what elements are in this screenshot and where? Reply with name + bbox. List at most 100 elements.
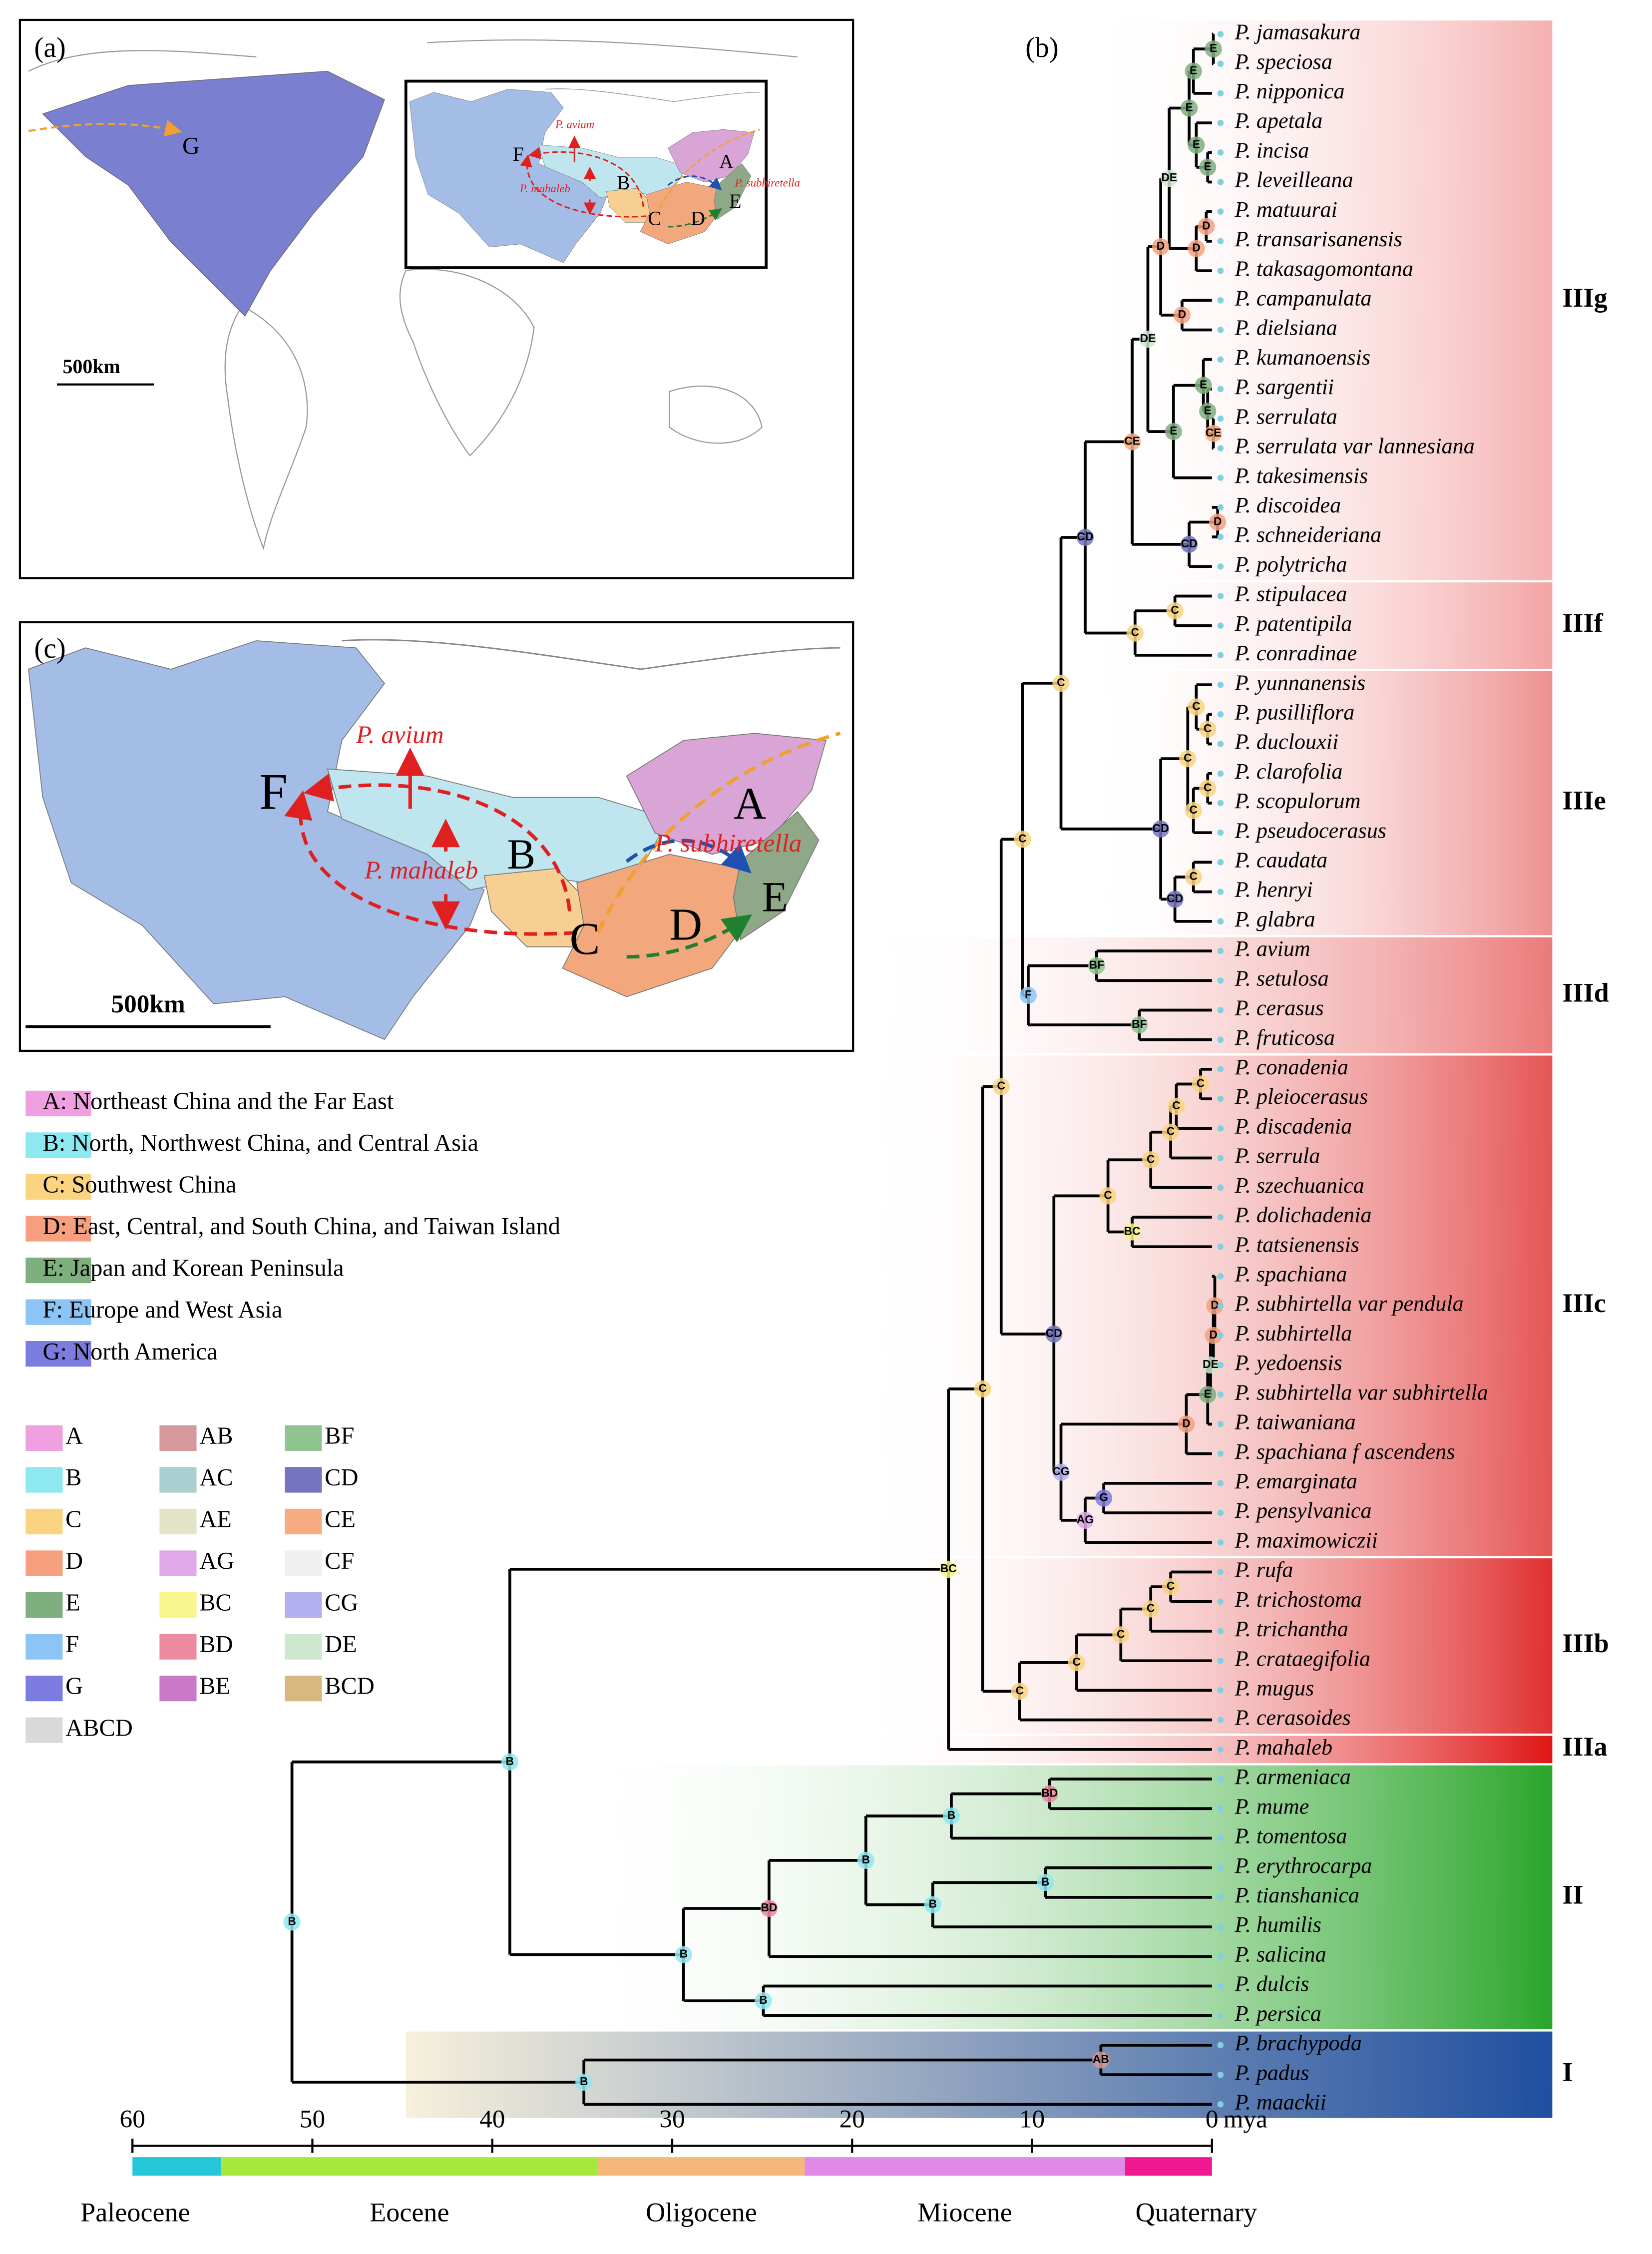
tick-label: 0 xyxy=(1206,2105,1219,2133)
tip-label: P. caudata xyxy=(1234,848,1327,873)
node-label: DE xyxy=(1203,1357,1219,1370)
legend-swatch xyxy=(25,1717,63,1743)
tip-label: P. dielsiana xyxy=(1234,316,1337,340)
node-marker xyxy=(1099,1187,1117,1205)
node-label: BD xyxy=(1041,1787,1058,1800)
area-label: E xyxy=(762,874,788,921)
node-label: B xyxy=(862,1853,870,1866)
tip-label: P. fruticosa xyxy=(1234,1025,1335,1050)
tip-label: P. maximowiczii xyxy=(1234,1528,1377,1552)
tip-dot xyxy=(1217,415,1224,422)
node-marker xyxy=(1014,831,1031,848)
legend-label: D xyxy=(65,1548,83,1574)
node-marker xyxy=(1178,1415,1195,1433)
tip-dot xyxy=(1217,829,1224,836)
legend-swatch xyxy=(25,1132,91,1158)
node-marker xyxy=(1126,624,1144,642)
tip-label: P. trichantha xyxy=(1234,1617,1348,1641)
area-label: F xyxy=(513,143,524,165)
legend-label: AB xyxy=(199,1423,233,1449)
node-label: E xyxy=(1204,404,1212,417)
node-label: C xyxy=(1184,751,1192,764)
tip-dot xyxy=(1217,2071,1224,2078)
legend-swatch xyxy=(25,1425,63,1451)
tip-label: P. tomentosa xyxy=(1234,1824,1347,1848)
area-label: A xyxy=(734,778,767,829)
tip-dot xyxy=(1217,1480,1224,1487)
tip-label: P. kumanoensis xyxy=(1234,345,1370,370)
panel-label: (b) xyxy=(1025,32,1058,63)
node-label: D xyxy=(1157,239,1165,252)
tip-label: P. spachiana xyxy=(1234,1262,1347,1287)
node-marker xyxy=(1152,820,1170,838)
tip-dot xyxy=(1217,711,1224,718)
clade-label: IIId xyxy=(1562,977,1609,1007)
node-label: E xyxy=(1200,378,1207,391)
epoch-bar xyxy=(598,2157,805,2176)
tip-label: P. incisa xyxy=(1234,138,1309,162)
legend-swatch xyxy=(159,1675,197,1702)
tip-label: P. conradinae xyxy=(1234,641,1357,665)
node-label: C xyxy=(1204,781,1212,794)
tip-dot xyxy=(1217,1894,1224,1901)
tick-label: 40 xyxy=(479,2105,505,2133)
node-marker xyxy=(1195,377,1212,394)
node-marker xyxy=(1199,158,1217,176)
tip-dot xyxy=(1217,1953,1224,1960)
time-axis: 60 50 40 30 20 10 0 mya Paleocene Eocene Oligocene… xyxy=(80,2105,1267,2227)
node-label: C xyxy=(1117,1627,1125,1640)
clade-label: IIIf xyxy=(1562,608,1603,638)
legend-swatch xyxy=(25,1257,91,1284)
legend-label: BCD xyxy=(325,1673,375,1700)
epoch-label: Oligocene xyxy=(646,2197,757,2227)
clade-band xyxy=(854,937,1553,1054)
node-label: B xyxy=(947,1808,955,1821)
legend-swatch xyxy=(25,1508,63,1535)
node-label: D xyxy=(1214,514,1222,527)
tip-label: P. cerasoides xyxy=(1234,1706,1350,1730)
north-america-region xyxy=(42,70,385,317)
node-label: D xyxy=(1202,219,1210,232)
tip-label: P. pleiocerasus xyxy=(1234,1084,1368,1109)
legend-label: CF xyxy=(325,1548,354,1574)
axis-unit: mya xyxy=(1224,2105,1268,2133)
tip-label: P. takesimensis xyxy=(1234,463,1368,488)
tip-dot xyxy=(1217,1539,1224,1546)
tip-dot xyxy=(1217,1391,1224,1398)
tip-dot xyxy=(1217,533,1224,540)
legend-label: CE xyxy=(325,1506,356,1533)
clade-label: IIIe xyxy=(1562,785,1606,815)
node-marker xyxy=(1052,674,1070,692)
node-label: C xyxy=(978,1381,986,1394)
node-label: E xyxy=(1190,63,1197,76)
tip-dot xyxy=(1217,297,1224,304)
node-marker xyxy=(1076,528,1094,546)
node-marker xyxy=(1162,1578,1180,1596)
node-label: B xyxy=(1041,1875,1049,1888)
tip-label: P. mugus xyxy=(1234,1676,1314,1701)
node-marker xyxy=(1185,62,1202,80)
dispersal-label: P. avium xyxy=(555,118,594,131)
node-marker xyxy=(760,1899,778,1917)
clade-label: IIIa xyxy=(1562,1732,1607,1762)
node-marker xyxy=(1041,1785,1058,1803)
tip-dot xyxy=(1217,622,1224,629)
node-marker xyxy=(675,1946,692,1963)
legend-label: AE xyxy=(199,1506,232,1533)
tip-label: P. avium xyxy=(1234,936,1310,961)
legend-label: BE xyxy=(199,1673,230,1700)
tip-label: P. serrulata var lannesiana xyxy=(1234,434,1474,458)
tip-label: P. jamasakura xyxy=(1234,20,1360,44)
legend-label: AC xyxy=(199,1464,233,1491)
tip-dot xyxy=(1217,119,1224,126)
tip-label: P. serrulata xyxy=(1234,404,1337,429)
node-marker xyxy=(1199,403,1217,420)
node-marker xyxy=(1181,99,1198,117)
tip-dot xyxy=(1217,1923,1224,1930)
legend-label: B xyxy=(65,1464,81,1491)
tip-dot xyxy=(1217,238,1224,245)
tip-label: P. erythrocarpa xyxy=(1234,1853,1372,1878)
tip-dot xyxy=(1217,859,1224,866)
legend: A: Northeast China and the Far East B: No… xyxy=(25,1088,560,1743)
tip-dot xyxy=(1217,1598,1224,1605)
